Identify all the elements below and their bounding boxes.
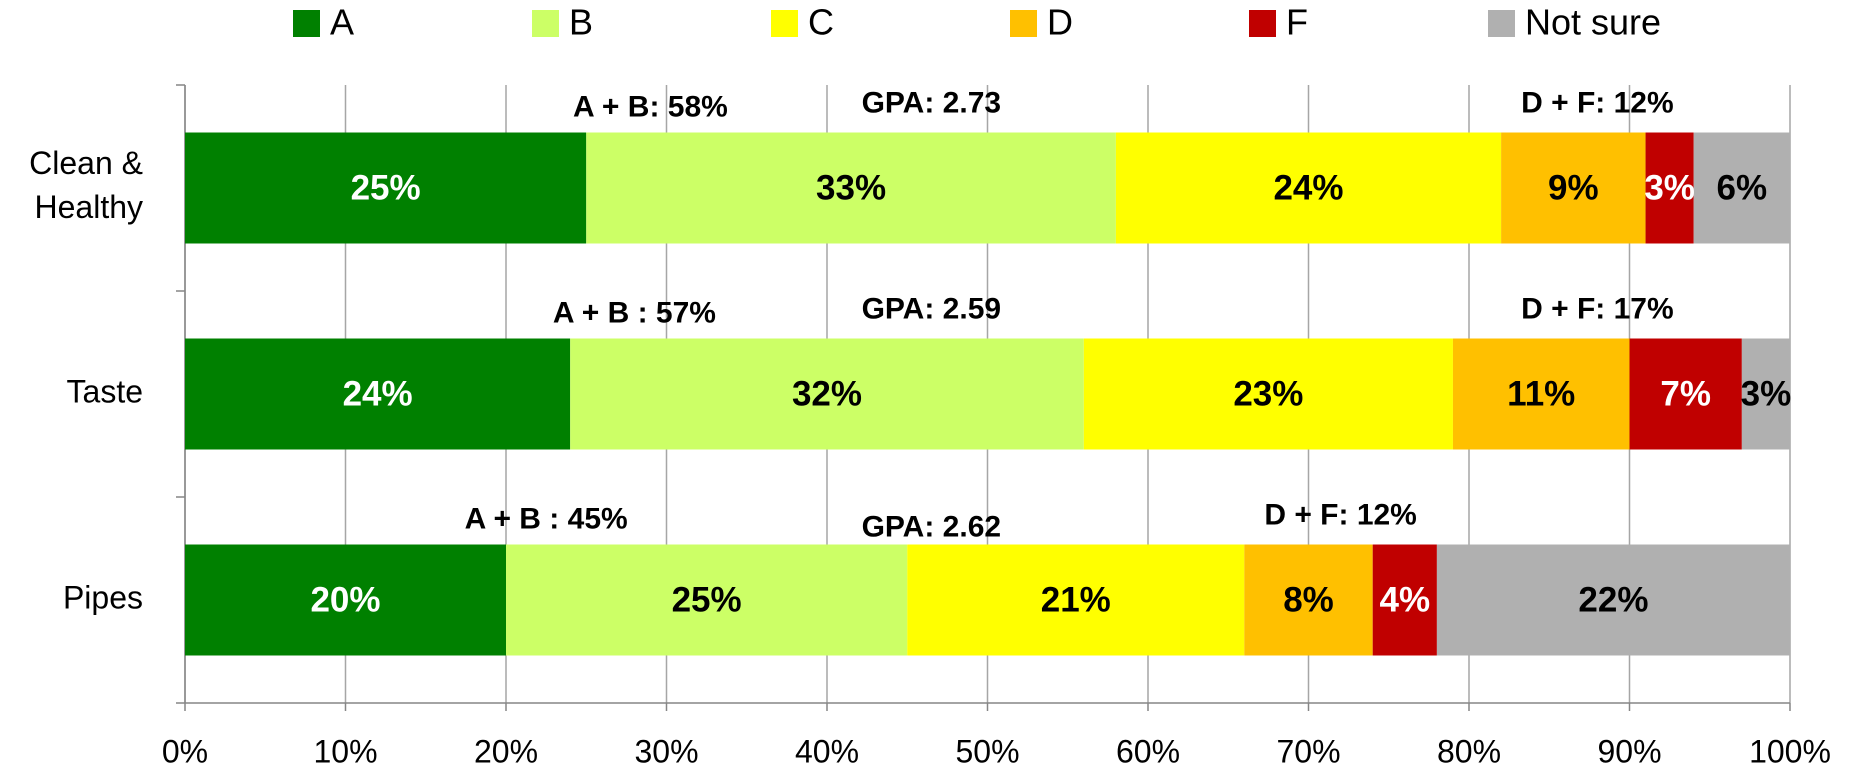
y-tick-label: Clean & Healthy (29, 145, 143, 225)
legend-label: C (808, 2, 834, 43)
x-tick-label: 80% (1437, 733, 1501, 769)
x-tick-label: 30% (634, 733, 698, 769)
value-label: 21% (1041, 580, 1111, 619)
value-label: 3% (1644, 168, 1695, 207)
bar-segment (1372, 544, 1437, 656)
annotation: GPA: 2.59 (862, 292, 1002, 325)
bar-segment (907, 544, 1245, 656)
y-tick-label: Taste (67, 373, 143, 409)
value-label: 7% (1660, 374, 1711, 413)
bar-segment (1645, 132, 1694, 244)
value-label: 24% (1273, 168, 1343, 207)
bar-segment (1115, 132, 1502, 244)
x-tick-label: 0% (162, 733, 208, 769)
annotation: A + B: 58% (573, 90, 728, 123)
annotation: D + F: 12% (1521, 86, 1674, 119)
legend-label: Not sure (1525, 2, 1661, 43)
bar-segment (1501, 132, 1646, 244)
value-label: 9% (1548, 168, 1599, 207)
annotation: GPA: 2.73 (862, 86, 1002, 119)
annotation: D + F: 12% (1264, 498, 1417, 531)
value-label: 3% (1741, 374, 1792, 413)
bar-segment (185, 132, 587, 244)
bar-segment (1452, 338, 1630, 450)
y-tick-label: Pipes (63, 579, 143, 615)
value-label: 32% (792, 374, 862, 413)
value-label: 33% (816, 168, 886, 207)
x-tick-label: 60% (1116, 733, 1180, 769)
bar-segment (185, 338, 571, 450)
annotation: A + B : 45% (465, 502, 628, 535)
x-tick-label: 90% (1597, 733, 1661, 769)
label-line: Healthy (35, 189, 144, 225)
bar-segment (1436, 544, 1790, 656)
value-label: 23% (1233, 374, 1303, 413)
bar-segment (1741, 338, 1790, 450)
bar-segment (1693, 132, 1790, 244)
label-line: Clean & (29, 145, 143, 181)
value-label: 6% (1717, 168, 1768, 207)
annotation: GPA: 2.62 (862, 510, 1002, 543)
legend-label: D (1047, 2, 1073, 43)
legend-marker (771, 10, 798, 37)
bar-segment (1629, 338, 1742, 450)
value-label: 22% (1578, 580, 1648, 619)
legend-label: F (1286, 2, 1308, 43)
legend-marker (293, 10, 320, 37)
x-tick-label: 100% (1749, 733, 1831, 769)
bar-segment (1083, 338, 1453, 450)
x-tick-label: 20% (474, 733, 538, 769)
x-tick-label: 40% (795, 733, 859, 769)
value-label: 8% (1283, 580, 1334, 619)
legend-marker (1010, 10, 1037, 37)
value-label: 25% (672, 580, 742, 619)
legend-marker (532, 10, 559, 37)
value-label: 25% (351, 168, 421, 207)
bar-segment (1244, 544, 1373, 656)
x-tick-label: 70% (1276, 733, 1340, 769)
value-label: 24% (343, 374, 413, 413)
value-label: 11% (1507, 374, 1575, 413)
annotation: A + B : 57% (553, 296, 716, 329)
bar-segment (185, 544, 506, 656)
annotation: D + F: 17% (1521, 292, 1674, 325)
value-label: 20% (310, 580, 380, 619)
bar-segment (570, 338, 1084, 450)
value-label: 4% (1380, 580, 1431, 619)
legend-marker (1488, 10, 1515, 37)
x-tick-label: 10% (313, 733, 377, 769)
bar-segment (586, 132, 1116, 244)
legend-marker (1249, 10, 1276, 37)
legend-label: B (569, 2, 593, 43)
bar-segment (506, 544, 908, 656)
x-tick-label: 50% (955, 733, 1019, 769)
legend-label: A (330, 2, 354, 43)
